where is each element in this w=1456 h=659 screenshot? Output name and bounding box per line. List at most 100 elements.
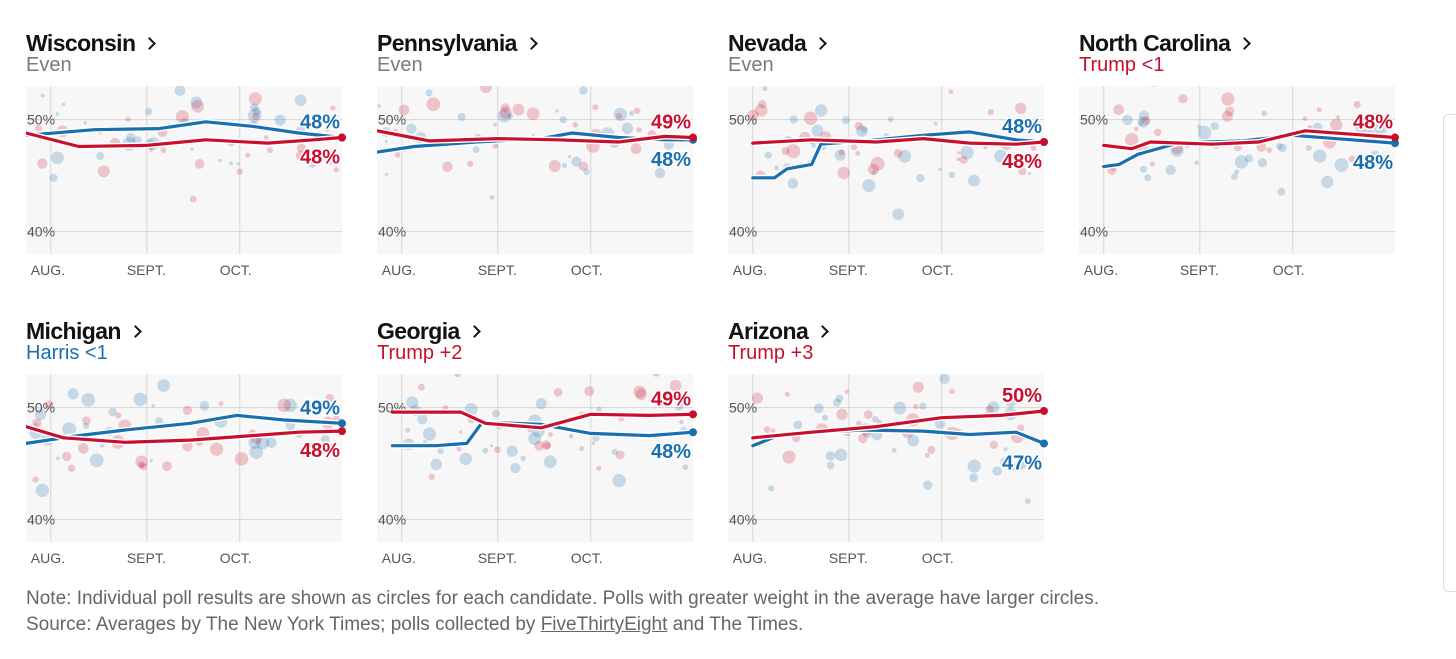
- poll-dot: [1221, 92, 1235, 106]
- trump-end-label: 48%: [300, 147, 340, 169]
- y-tick-label: 50%: [729, 400, 757, 416]
- harris-end-label: 48%: [1353, 152, 1393, 174]
- trump-average-line: [26, 131, 344, 149]
- poll-dot: [144, 107, 153, 116]
- harris-end-label: 49%: [300, 397, 340, 419]
- trump-end-dot: [1040, 406, 1048, 415]
- poll-dot: [835, 394, 844, 403]
- x-tick-label: AUG.: [31, 262, 65, 278]
- poll-dot: [652, 374, 661, 377]
- poll-dot: [615, 450, 625, 460]
- poll-dot: [850, 143, 857, 151]
- poll-dot: [629, 110, 635, 116]
- poll-dot: [1178, 94, 1188, 104]
- harris-end-label: 48%: [651, 441, 691, 463]
- poll-dot: [770, 428, 776, 433]
- poll-dot: [182, 405, 193, 416]
- poll-dot: [467, 160, 474, 168]
- poll-dot: [174, 86, 186, 96]
- poll-dot: [82, 416, 91, 425]
- poll-dot: [384, 172, 389, 176]
- poll-dot: [1000, 457, 1012, 469]
- x-tick-label: AUG.: [733, 550, 767, 566]
- poll-dot: [1007, 462, 1017, 471]
- poll-dot: [49, 173, 58, 183]
- poll-dot: [893, 149, 903, 158]
- panel-wisconsin: Wisconsin Even AUG. SEPT. OCT. 50% 40% 48% 48%: [26, 28, 346, 288]
- harris-average-line: [26, 413, 344, 445]
- state-title-link[interactable]: Wisconsin: [26, 28, 157, 58]
- state-name: Nevada: [728, 29, 807, 56]
- poll-dot: [406, 123, 417, 134]
- poll-dot: [1144, 174, 1152, 182]
- trump-end-dot: [689, 133, 697, 142]
- poll-chart: AUG. SEPT. OCT. 50% 40% 50% 47%: [728, 374, 1048, 566]
- poll-dot: [528, 432, 542, 445]
- poll-dot: [507, 113, 514, 120]
- y-tick-label: 40%: [729, 512, 757, 528]
- plot-area: [1079, 86, 1395, 254]
- poll-dot: [1006, 398, 1016, 408]
- state-title-link[interactable]: Pennsylvania: [377, 28, 538, 58]
- poll-dot: [137, 461, 145, 469]
- harris-end-dot: [1040, 439, 1048, 448]
- poll-dot: [862, 178, 876, 193]
- poll-dot: [191, 100, 204, 113]
- poll-dot: [635, 388, 647, 401]
- poll-dot: [871, 416, 879, 423]
- poll-dot: [870, 156, 885, 171]
- harris-end-dot: [1391, 139, 1399, 148]
- panel-pennsylvania: Pennsylvania Even AUG. SEPT. OCT. 50% 40% 49%…: [377, 28, 697, 288]
- state-title-link[interactable]: Georgia: [377, 316, 481, 346]
- poll-dot: [568, 433, 574, 439]
- poll-dot: [826, 461, 835, 470]
- poll-dot: [784, 391, 790, 397]
- poll-dot: [33, 422, 39, 428]
- y-tick-label: 50%: [27, 112, 55, 128]
- state-name: Michigan: [26, 317, 121, 344]
- poll-dot: [182, 441, 193, 452]
- x-tick-label: AUG.: [31, 550, 65, 566]
- poll-dot: [630, 143, 642, 155]
- poll-dot: [838, 149, 845, 156]
- poll-dot: [1018, 167, 1027, 176]
- fivethirtyeight-link[interactable]: FiveThirtyEight: [540, 614, 668, 635]
- poll-dot: [656, 158, 661, 164]
- poll-dot: [956, 157, 961, 161]
- state-title-link[interactable]: Michigan: [26, 316, 142, 346]
- poll-dot: [125, 133, 136, 143]
- poll-dot: [1137, 116, 1149, 128]
- poll-dot: [190, 147, 194, 151]
- poll-dot: [1028, 171, 1032, 176]
- poll-dot: [459, 430, 463, 434]
- poll-dot: [579, 86, 588, 95]
- trump-end-label: 48%: [1002, 151, 1042, 173]
- trump-average-line: [751, 137, 1046, 146]
- poll-dot: [472, 146, 480, 153]
- poll-dot: [758, 100, 767, 109]
- poll-chart: AUG. SEPT. OCT. 50% 40% 48% 48%: [26, 86, 346, 278]
- poll-dot: [789, 115, 798, 124]
- state-title-link[interactable]: North Carolina: [1079, 28, 1252, 58]
- poll-dot: [768, 485, 775, 492]
- poll-dot: [252, 112, 260, 121]
- poll-dot: [1266, 147, 1272, 153]
- poll-dot: [858, 433, 868, 444]
- chevron-right-icon: [816, 324, 830, 338]
- trump-end-label: 49%: [651, 112, 691, 134]
- x-tick-label: OCT.: [571, 262, 603, 278]
- poll-dot: [592, 104, 599, 111]
- source-note: Note: Individual poll results are shown …: [26, 586, 1106, 638]
- harris-end-label: 48%: [1002, 116, 1042, 138]
- harris-end-label: 48%: [300, 112, 340, 134]
- poll-dot: [81, 392, 96, 407]
- state-title-link[interactable]: Arizona: [728, 316, 830, 346]
- plot-area: [377, 86, 693, 254]
- poll-dot: [115, 412, 122, 419]
- poll-dot: [44, 400, 54, 410]
- state-title-link[interactable]: Nevada: [728, 28, 828, 58]
- y-tick-label: 50%: [27, 400, 55, 416]
- poll-dot: [35, 483, 50, 498]
- poll-dot: [210, 442, 224, 456]
- note-text: Note: Individual poll results are shown …: [26, 588, 1099, 635]
